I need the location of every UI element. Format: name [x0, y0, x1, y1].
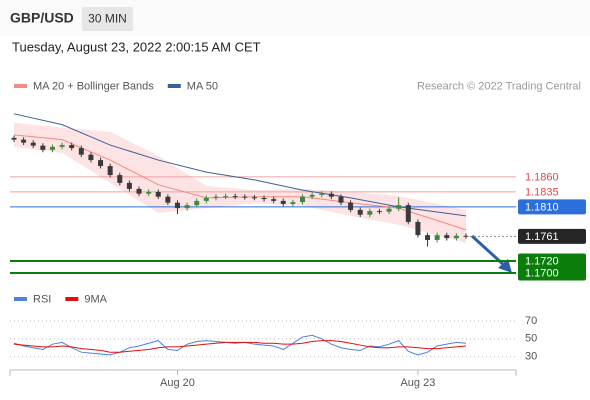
y-tick-label: 70: [525, 315, 537, 327]
candle-body: [319, 193, 325, 195]
level-label: 1.1720: [525, 255, 559, 267]
candle-body: [434, 235, 440, 240]
bollinger-band: [14, 122, 466, 243]
level-label: 1.1810: [525, 201, 559, 213]
candle-body: [117, 175, 123, 183]
level-box: [518, 265, 586, 281]
moving-average: [13, 134, 467, 231]
moving-average: [13, 113, 467, 217]
candle-body: [415, 221, 421, 236]
x-tick-label: Aug 23: [400, 377, 435, 389]
legend-label: RSI: [33, 293, 51, 305]
candle-body: [261, 197, 267, 200]
indicator-line: [13, 340, 467, 353]
candle-body: [78, 148, 84, 155]
legend-label: 9MA: [84, 293, 107, 305]
candle-body: [88, 154, 94, 161]
candle-body: [146, 191, 152, 194]
level-box: [518, 253, 586, 269]
candle-body: [425, 235, 431, 240]
candle-body: [386, 208, 392, 212]
candle-body: [30, 142, 36, 146]
y-tick-label: 30: [525, 351, 537, 363]
symbol: GBP/USD: [10, 10, 74, 26]
legend-label: MA 50: [187, 80, 218, 92]
candle-body: [290, 202, 296, 204]
candle-body: [203, 197, 209, 201]
candle-body: [155, 191, 161, 197]
candle-body: [251, 197, 257, 199]
candle-body: [126, 182, 132, 189]
candle-body: [194, 200, 200, 206]
candle-body: [69, 145, 75, 149]
candle-body: [309, 194, 315, 197]
candle-body: [98, 160, 104, 167]
interval-label[interactable]: 30 MIN: [88, 12, 127, 26]
candle-body: [232, 196, 238, 198]
legend-swatch: [14, 297, 27, 301]
level-label: 1.1835: [525, 186, 559, 198]
level-label: 1.1860: [525, 171, 559, 183]
level-label: 1.1761: [525, 231, 559, 243]
candle-body: [21, 139, 27, 143]
candle-body: [300, 196, 306, 203]
candle-body: [453, 235, 459, 239]
candle-body: [328, 193, 334, 197]
legend-swatch: [167, 84, 181, 88]
candle-body: [242, 196, 248, 198]
candle-body: [357, 209, 363, 215]
candle-body: [348, 202, 354, 210]
timestamp: Tuesday, August 23, 2022 2:00:15 AM CET: [12, 39, 261, 54]
legend-swatch: [14, 84, 27, 88]
source-label: Research © 2022 Trading Central: [417, 80, 581, 92]
candle-body: [444, 235, 450, 239]
x-tick-label: Aug 20: [160, 377, 195, 389]
candle-body: [165, 196, 171, 203]
candle-body: [367, 211, 373, 215]
level-box: [518, 228, 586, 244]
candle-body: [463, 235, 469, 237]
candle-body: [376, 211, 382, 213]
candle-body: [40, 145, 46, 150]
candle-body: [396, 205, 402, 209]
candle-body: [223, 196, 229, 198]
legend-label: MA 20 + Bollinger Bands: [33, 80, 154, 92]
y-tick-label: 50: [525, 333, 537, 345]
candle-body: [11, 137, 17, 140]
candle-body: [49, 146, 55, 150]
candle-body: [184, 205, 190, 209]
candle-body: [136, 188, 142, 194]
forecast-arrowhead: [498, 259, 512, 273]
candle-body: [59, 145, 65, 147]
candle-body: [213, 196, 219, 198]
legend-swatch: [65, 297, 79, 301]
candle-body: [405, 205, 411, 222]
candle-body: [338, 196, 344, 203]
interval-button[interactable]: [82, 7, 133, 31]
level-box: [518, 199, 586, 215]
candle-body: [174, 202, 180, 209]
level-label: 1.1700: [525, 267, 559, 279]
candle-body: [280, 200, 286, 204]
candle-body: [107, 166, 113, 176]
candle-body: [271, 199, 277, 201]
